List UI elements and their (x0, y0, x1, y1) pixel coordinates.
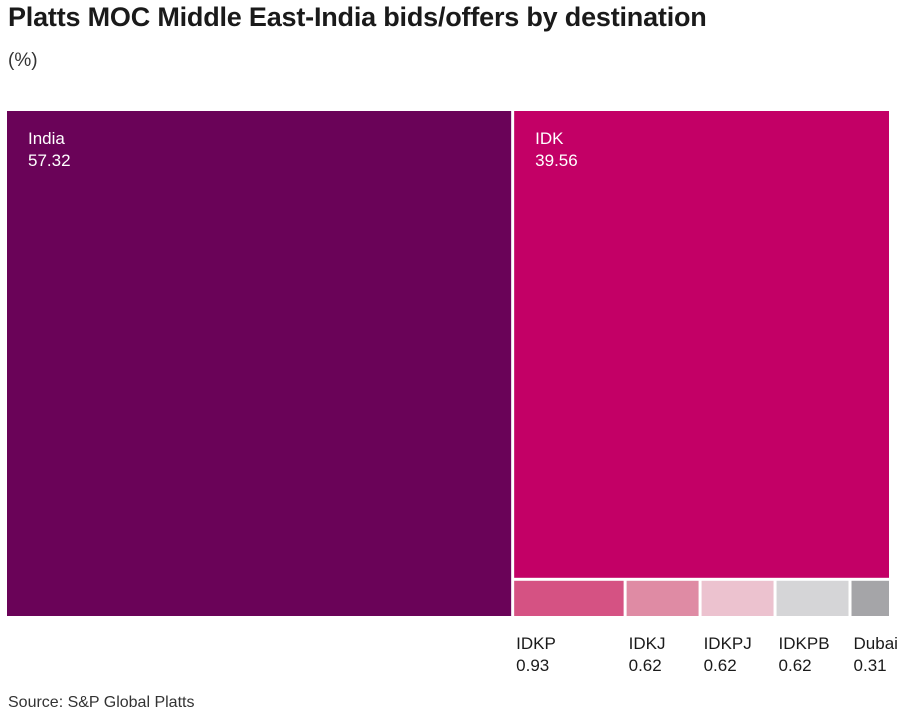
treemap-label-idkp-value: 0.93 (516, 656, 549, 675)
treemap-label-india-value: 57.32 (28, 151, 71, 170)
treemap-cell-dubai (851, 580, 889, 616)
treemap-label-idkpb-name: IDKPB (779, 634, 830, 653)
treemap-label-idkpb-value: 0.62 (779, 656, 812, 675)
treemap-label-idkj-value: 0.62 (629, 656, 662, 675)
treemap-label-dubai-value: 0.31 (854, 656, 887, 675)
treemap-label-idkp-name: IDKP (516, 634, 556, 653)
treemap-label-idk-name: IDK (535, 129, 564, 148)
treemap-label-idk-value: 39.56 (535, 151, 578, 170)
treemap-cell-india (7, 111, 512, 616)
treemap-cell-idkj (626, 580, 699, 616)
chart-title: Platts MOC Middle East-India bids/offers… (8, 2, 707, 32)
treemap-label-idkj-name: IDKJ (629, 634, 666, 653)
treemap-cell-idk (514, 111, 889, 578)
treemap-label-india-name: India (28, 129, 65, 148)
treemap-label-idkpj-name: IDKPJ (704, 634, 752, 653)
chart-subtitle: (%) (8, 50, 38, 71)
treemap-label-idkpj-value: 0.62 (704, 656, 737, 675)
treemap-cell-idkpj (701, 580, 774, 616)
source-note: Source: S&P Global Platts (8, 694, 195, 711)
treemap-cell-idkp (514, 580, 624, 616)
treemap-cell-idkpb (776, 580, 849, 616)
treemap-label-dubai-name: Dubai (854, 634, 898, 653)
